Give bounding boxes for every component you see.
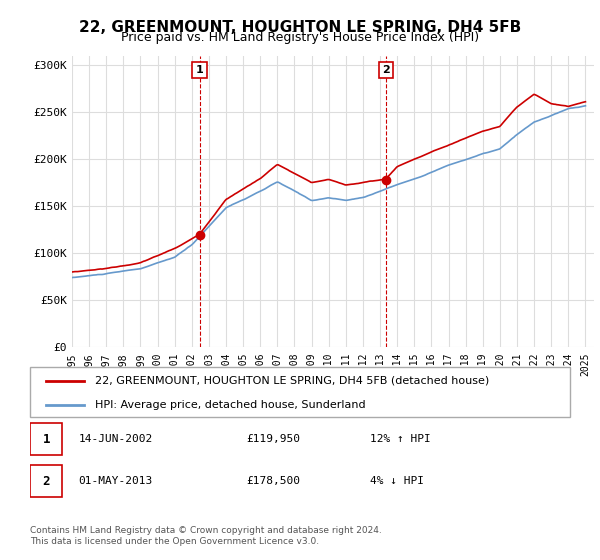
- Text: 22, GREENMOUNT, HOUGHTON LE SPRING, DH4 5FB (detached house): 22, GREENMOUNT, HOUGHTON LE SPRING, DH4 …: [95, 376, 489, 386]
- Text: 1: 1: [43, 433, 50, 446]
- Text: HPI: Average price, detached house, Sunderland: HPI: Average price, detached house, Sund…: [95, 400, 365, 409]
- Text: 14-JUN-2002: 14-JUN-2002: [79, 435, 153, 444]
- FancyBboxPatch shape: [30, 423, 62, 455]
- Text: 1: 1: [196, 65, 203, 75]
- FancyBboxPatch shape: [30, 367, 570, 417]
- FancyBboxPatch shape: [30, 465, 62, 497]
- Text: 22, GREENMOUNT, HOUGHTON LE SPRING, DH4 5FB: 22, GREENMOUNT, HOUGHTON LE SPRING, DH4 …: [79, 20, 521, 35]
- Text: Price paid vs. HM Land Registry's House Price Index (HPI): Price paid vs. HM Land Registry's House …: [121, 31, 479, 44]
- Text: 4% ↓ HPI: 4% ↓ HPI: [370, 477, 424, 486]
- Text: £119,950: £119,950: [246, 435, 300, 444]
- Text: 2: 2: [382, 65, 389, 75]
- Text: Contains HM Land Registry data © Crown copyright and database right 2024.
This d: Contains HM Land Registry data © Crown c…: [30, 526, 382, 546]
- Text: 2: 2: [43, 475, 50, 488]
- Text: 01-MAY-2013: 01-MAY-2013: [79, 477, 153, 486]
- Text: £178,500: £178,500: [246, 477, 300, 486]
- Text: 12% ↑ HPI: 12% ↑ HPI: [370, 435, 431, 444]
